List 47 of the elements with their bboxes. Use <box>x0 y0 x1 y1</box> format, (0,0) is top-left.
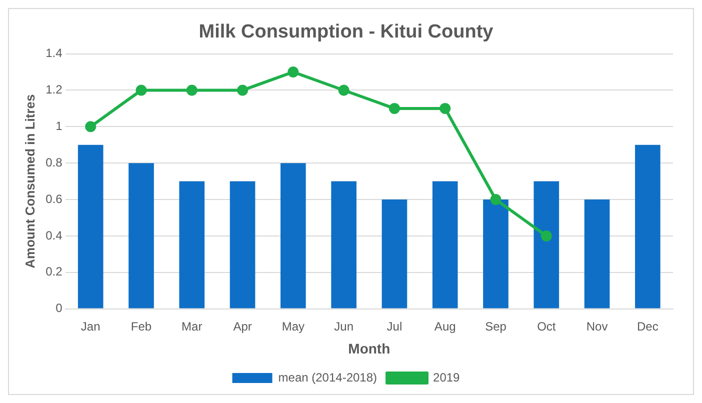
point <box>136 84 147 96</box>
bar <box>382 200 408 308</box>
point <box>440 102 451 114</box>
bar <box>78 144 104 308</box>
legend-label: mean (2014-2018) <box>278 370 378 384</box>
y-tick-label: 0.6 <box>46 192 63 206</box>
x-tick-label: Nov <box>586 319 608 334</box>
y-tick-label: 0.8 <box>46 155 63 170</box>
bar <box>584 200 610 308</box>
point <box>85 121 96 132</box>
point <box>237 84 248 96</box>
x-tick-label: Aug <box>434 319 456 334</box>
bar <box>179 181 205 308</box>
x-tick-label: Mar <box>182 319 202 334</box>
x-tick-label: May <box>282 319 305 334</box>
point <box>338 84 350 96</box>
chart-title: Milk Consumption - Kitui County <box>198 22 494 43</box>
x-tick-label: Apr <box>233 319 252 334</box>
bar <box>331 181 356 308</box>
x-tick-label: Oct <box>537 319 556 334</box>
y-tick-label: 1.2 <box>46 82 63 97</box>
point <box>490 194 502 206</box>
y-tick-label: 0.2 <box>46 264 63 279</box>
bar <box>230 181 256 308</box>
point <box>388 102 400 114</box>
point <box>540 230 552 242</box>
point <box>288 66 299 78</box>
x-tick-label: Jan <box>80 319 100 334</box>
legend-label: 2019 <box>433 370 460 384</box>
x-tick-label: Sep <box>485 319 507 334</box>
bar <box>635 144 660 308</box>
y-tick-label: 0 <box>56 301 63 316</box>
bar <box>280 163 306 308</box>
x-axis-title: Month <box>348 340 390 356</box>
y-tick-label: 1 <box>56 118 63 133</box>
bar <box>483 200 508 308</box>
x-tick-label: Jun <box>334 319 354 334</box>
x-tick-label: Jul <box>386 319 402 334</box>
x-tick-label: Feb <box>130 319 152 334</box>
y-tick-label: 1.4 <box>46 46 63 60</box>
y-tick-label: 0.4 <box>46 228 63 242</box>
bar <box>432 181 458 308</box>
bar <box>128 163 154 308</box>
bar <box>534 181 560 308</box>
point <box>186 84 198 96</box>
y-axis-title: Amount Consumed in Litres <box>22 94 38 268</box>
x-tick-label: Dec <box>637 319 658 334</box>
